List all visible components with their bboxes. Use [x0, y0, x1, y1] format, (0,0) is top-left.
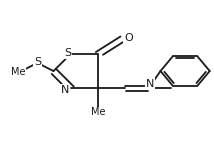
- Text: Me: Me: [91, 107, 106, 118]
- Text: S: S: [34, 57, 41, 67]
- Text: S: S: [64, 48, 71, 58]
- Text: N: N: [146, 79, 154, 89]
- Text: Me: Me: [11, 67, 25, 77]
- Text: O: O: [124, 33, 133, 43]
- Text: N: N: [61, 85, 70, 95]
